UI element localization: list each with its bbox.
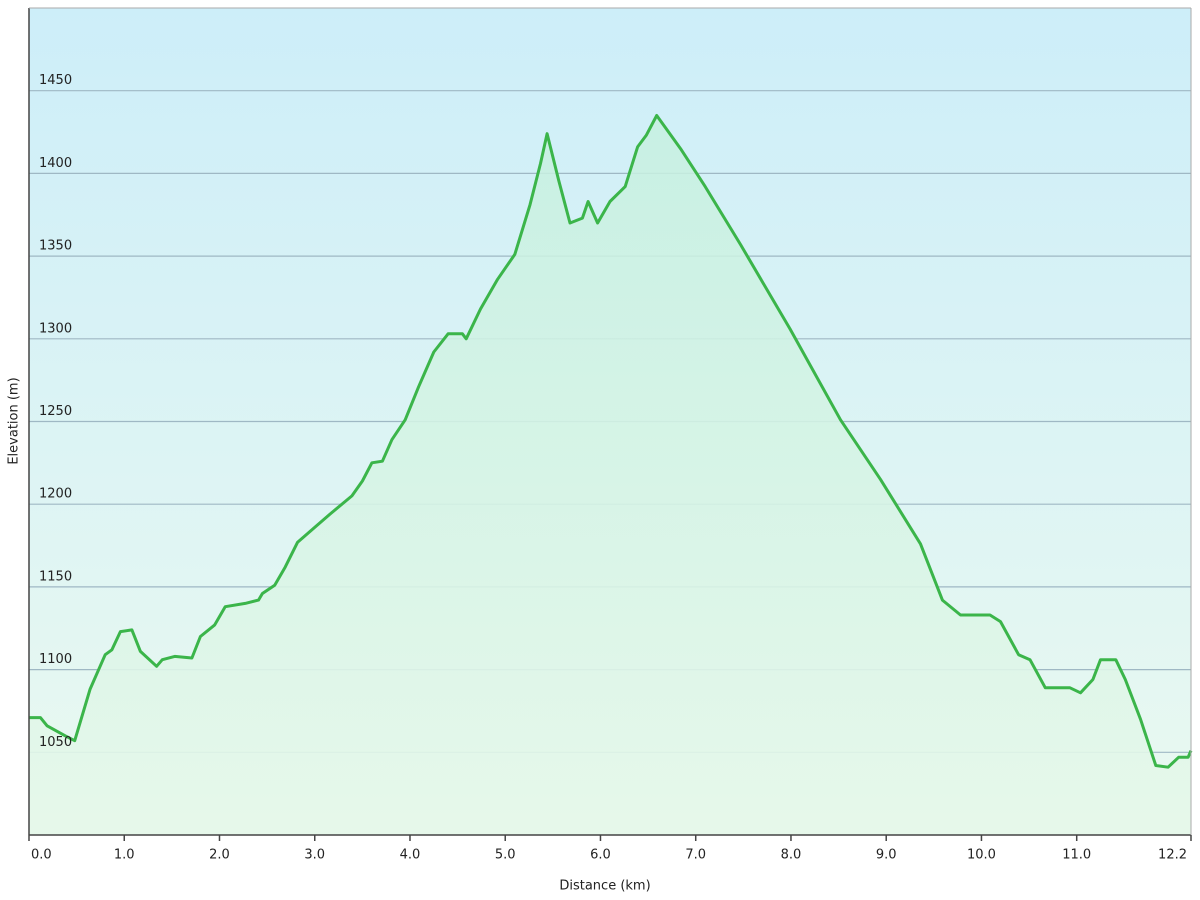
- x-axis-label: Distance (km): [559, 879, 650, 894]
- y-tick-label: 1250: [39, 404, 72, 419]
- y-tick-label: 1150: [39, 569, 72, 584]
- x-tick-label: 0.0: [31, 848, 52, 863]
- elevation-line: [29, 114, 1193, 769]
- x-tick-label: 1.0: [114, 848, 135, 863]
- x-tick-label: 7.0: [685, 848, 706, 863]
- x-tick-label: 3.0: [304, 848, 325, 863]
- y-axis-label: Elevation (m): [7, 377, 22, 464]
- x-tick-label: 6.0: [590, 848, 611, 863]
- y-tick-label: 1050: [39, 735, 72, 750]
- y-tick-label: 1200: [39, 487, 72, 502]
- y-tick-label: 1350: [39, 239, 72, 254]
- x-tick-label: 10.0: [967, 848, 996, 863]
- x-tick-label: 4.0: [400, 848, 421, 863]
- x-tick-label: 2.0: [209, 848, 230, 863]
- x-tick-label: 12.2: [1158, 848, 1187, 863]
- y-tick-label: 1300: [39, 321, 72, 336]
- x-tick-label: 9.0: [876, 848, 897, 863]
- y-tick-label: 1100: [39, 652, 72, 667]
- y-tick-label: 1400: [39, 156, 72, 171]
- area-fill: [29, 115, 1191, 835]
- x-tick-label: 8.0: [781, 848, 802, 863]
- x-tick-label: 5.0: [495, 848, 516, 863]
- y-tick-label: 1450: [39, 73, 72, 88]
- x-tick-label: 11.0: [1062, 848, 1091, 863]
